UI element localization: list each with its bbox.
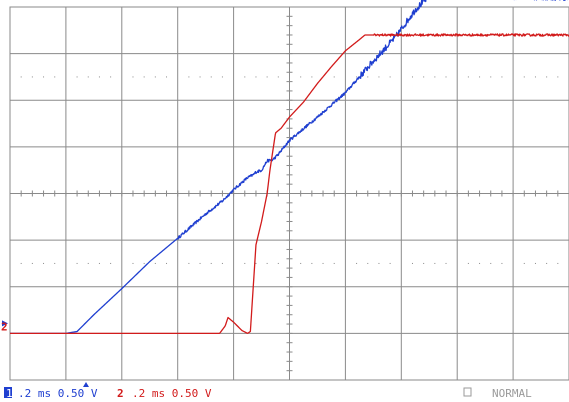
grid-dot: [20, 76, 22, 78]
grid-dot: [333, 262, 335, 264]
grid-dot: [378, 262, 380, 264]
grid-dot: [132, 262, 134, 264]
trigger-marker-icon: [83, 382, 89, 387]
grid-dot: [333, 76, 335, 78]
grid-dot: [221, 76, 223, 78]
acquisition-mode: NORMAL: [492, 387, 532, 400]
grid-dot: [322, 262, 324, 264]
grid-dot: [188, 76, 190, 78]
ground-marker-ch1-icon: [2, 320, 8, 327]
grid-dot: [20, 262, 22, 264]
grid-dot: [266, 76, 268, 78]
grid-dot: [479, 76, 481, 78]
grid-dot: [277, 262, 279, 264]
grid-dot: [154, 262, 156, 264]
grid-dot: [277, 76, 279, 78]
grid-dot: [43, 76, 45, 78]
grid-dot: [490, 262, 492, 264]
grid-dot: [367, 76, 369, 78]
grid-dot: [389, 76, 391, 78]
ch1-settings: .2 ms 0.50 V: [18, 387, 98, 400]
grid-dot: [490, 76, 492, 78]
grid-dot: [300, 76, 302, 78]
grid-dot: [411, 262, 413, 264]
grid-dot: [479, 262, 481, 264]
grid-dot: [143, 76, 145, 78]
ground-markers: 2: [1, 320, 8, 333]
grid-dot: [54, 76, 56, 78]
grid-dot: [143, 262, 145, 264]
grid-dot: [467, 76, 469, 78]
grid-dot: [76, 262, 78, 264]
grid-dot: [110, 76, 112, 78]
grid-dot: [98, 76, 100, 78]
ch2-settings: .2 ms 0.50 V: [132, 387, 212, 400]
grid-dot: [557, 76, 559, 78]
grid-dot: [389, 262, 391, 264]
grid-dot: [87, 262, 89, 264]
grid-dot: [31, 76, 33, 78]
grid-dot: [557, 262, 559, 264]
grid-dot: [534, 76, 536, 78]
grid-dot: [255, 76, 257, 78]
grid-dot: [378, 76, 380, 78]
grid-dot: [445, 262, 447, 264]
ground-marker-ch2: 2: [1, 320, 8, 333]
grid-dot: [501, 262, 503, 264]
ch2-marker: 2: [117, 387, 124, 400]
grid-dot: [199, 76, 201, 78]
grid-dot: [423, 76, 425, 78]
grid-dot: [434, 262, 436, 264]
grid-dot: [199, 262, 201, 264]
grid-dot: [255, 262, 257, 264]
grid-dot: [244, 76, 246, 78]
grid-dot: [546, 76, 548, 78]
grid-dot: [423, 262, 425, 264]
grid-dot: [210, 262, 212, 264]
grid-dot: [311, 76, 313, 78]
grid-dot: [367, 262, 369, 264]
trace-ch1: [9, 0, 568, 335]
grid-dot: [221, 262, 223, 264]
grid-dot: [98, 262, 100, 264]
grid-dot: [356, 76, 358, 78]
grid-dot: [87, 76, 89, 78]
grid-dot: [154, 76, 156, 78]
grid-dot: [244, 262, 246, 264]
grid-dot: [523, 262, 525, 264]
grid-dot: [110, 262, 112, 264]
grid-dot: [43, 262, 45, 264]
grid-dot: [534, 262, 536, 264]
ch1-marker-box: [4, 387, 12, 398]
status-bar: 1 .2 ms 0.50 V 2 .2 ms 0.50 V NORMAL: [4, 382, 532, 400]
grid-dot: [266, 262, 268, 264]
ch1-marker: 1: [6, 387, 13, 400]
grid-dot: [76, 76, 78, 78]
trace-ch2: [9, 33, 569, 335]
grid-dot: [132, 76, 134, 78]
grid-dot: [467, 262, 469, 264]
grid-dot: [411, 76, 413, 78]
grid-dot: [434, 76, 436, 78]
grid-dot: [188, 262, 190, 264]
graticule: [9, 6, 569, 381]
grid-dot: [210, 76, 212, 78]
grid-dot: [523, 76, 525, 78]
grid-dot: [54, 262, 56, 264]
grid-dot: [311, 262, 313, 264]
grid-dot: [546, 262, 548, 264]
grid-dot: [445, 76, 447, 78]
grid-dot: [356, 262, 358, 264]
grid-dot: [166, 262, 168, 264]
grid-dot: [300, 262, 302, 264]
grid-dot: [166, 76, 168, 78]
waveform-traces: [9, 0, 569, 335]
acquisition-indicator-icon: [463, 387, 472, 397]
grid-dot: [31, 262, 33, 264]
grid-dot: [501, 76, 503, 78]
